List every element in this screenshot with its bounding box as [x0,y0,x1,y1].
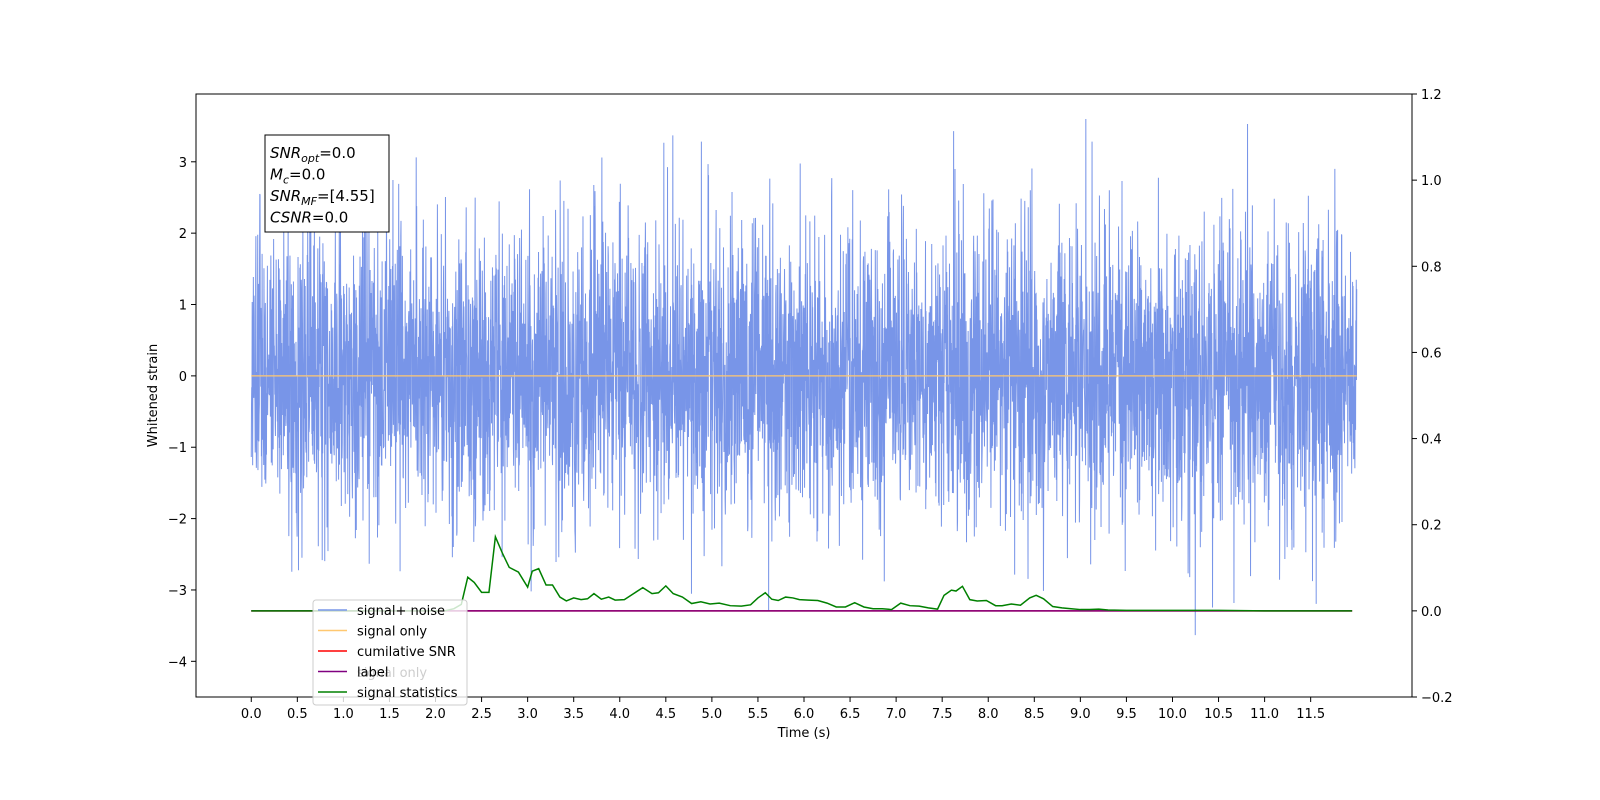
x-axis-label: Time (s) [777,726,831,741]
x-tick-label: 3.5 [563,707,584,722]
y-tick-label: −4 [168,655,187,670]
x-tick-label: 5.5 [748,707,769,722]
y2-tick-label: 0.6 [1421,346,1442,361]
x-tick-label: 9.0 [1070,707,1091,722]
y-tick-label: 3 [179,156,187,171]
legend-entry: cumilative SNR [357,645,456,660]
y2-tick-label: 1.0 [1421,174,1442,189]
legend-entry: signal only [357,625,427,640]
y-tick-label: −2 [168,513,187,528]
x-tick-label: 6.5 [840,707,861,722]
annotation-line: Mc=0.0 [270,166,325,187]
x-tick-label: 5.0 [702,707,723,722]
y-axis-label: Whitened strain [146,344,161,447]
legend-ghost-label: signal only [357,666,427,681]
x-tick-label: 3.0 [517,707,538,722]
y2-tick-label: 0.8 [1421,260,1442,275]
x-tick-label: 6.0 [794,707,815,722]
annotation-line: SNRopt=0.0 [270,144,356,165]
x-tick-label: 8.5 [1024,707,1045,722]
y-tick-label: 1 [179,299,187,314]
x-tick-label: 10.5 [1204,707,1233,722]
x-tick-label: 11.0 [1250,707,1279,722]
y2-tick-label: 0.2 [1421,519,1442,534]
y2-tick-label: 1.2 [1421,88,1442,103]
y-tick-label: 0 [179,370,187,385]
x-tick-label: 1.5 [379,707,400,722]
signal-noise-series [250,118,1358,636]
legend-entry: signal+ noise [357,604,445,619]
x-tick-label: 8.0 [978,707,999,722]
y-tick-label: 2 [179,227,187,242]
x-tick-label: 9.5 [1116,707,1137,722]
x-tick-label: 7.0 [886,707,907,722]
y-tick-label: −1 [168,441,187,456]
x-tick-label: 0.0 [241,707,262,722]
legend-entry: signal statistics [357,686,458,701]
y-axis-right: 1.2 1.0 0.8 0.6 0.4 0.2 0.0 −0.2 [1412,88,1453,706]
signal-noise-line [250,118,1358,636]
y2-tick-label: 0.0 [1421,605,1442,620]
x-tick-label: 1.0 [333,707,354,722]
legend-entry: label [357,666,388,681]
legend: signal only signal+ noise signal only cumil… [312,599,468,706]
annotation-frame [264,134,390,233]
y-tick-label: −3 [168,584,187,599]
x-tick-label: 2.5 [471,707,492,722]
x-tick-label: 4.5 [655,707,676,722]
y2-tick-label: −0.2 [1421,691,1453,706]
annotation-line: CSNR=0.0 [270,209,348,227]
x-tick-label: 11.5 [1296,707,1325,722]
x-tick-label: 10.0 [1158,707,1187,722]
x-tick-label: 7.5 [932,707,953,722]
x-tick-label: 4.0 [609,707,630,722]
annotation-line: SNRMF=[4.55] [270,187,375,208]
y2-tick-label: 0.4 [1421,433,1442,448]
x-tick-label: 0.5 [287,707,308,722]
legend-frame [312,599,468,706]
x-axis: 0.0 0.5 1.0 1.5 2.0 2.5 3.0 3.5 4.0 4.5 5.0 5.5 6.0 6… [241,697,1325,722]
x-tick-label: 2.0 [425,707,446,722]
y-axis-left: 3 2 1 0 −1 −2 −3 −4 [168,156,196,670]
